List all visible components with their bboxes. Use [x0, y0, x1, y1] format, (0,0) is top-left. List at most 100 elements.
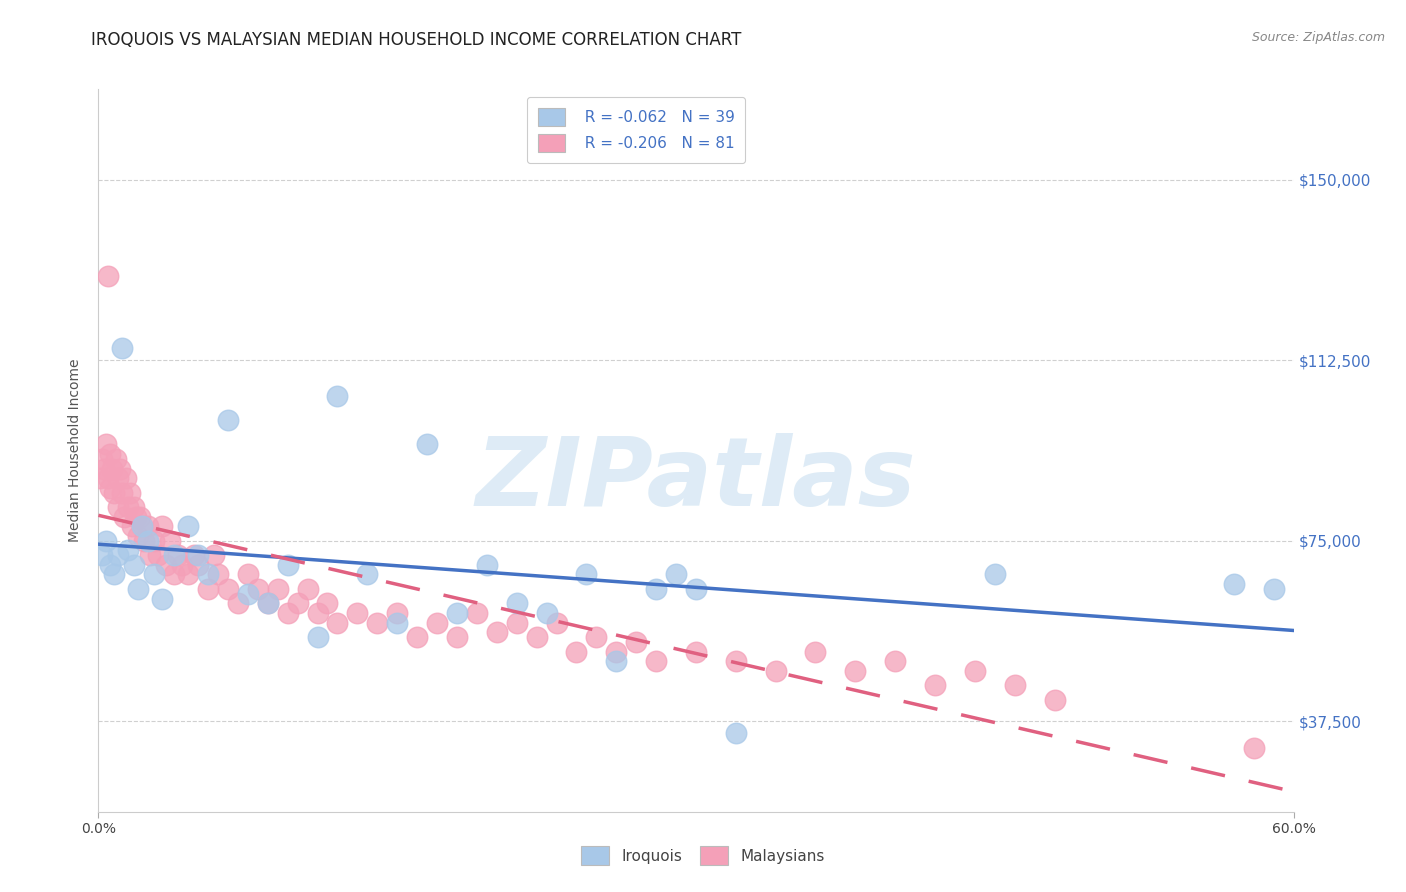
Point [97, 471, 120, 485]
Point [1043, 692, 1066, 706]
Point [236, 587, 259, 601]
Point [307, 630, 329, 644]
Point [307, 606, 329, 620]
Point [565, 644, 588, 658]
Point [416, 437, 439, 451]
Point [163, 567, 186, 582]
Point [103, 485, 125, 500]
Point [326, 615, 349, 630]
Point [236, 567, 259, 582]
Point [366, 615, 388, 630]
Point [546, 615, 568, 630]
Point [724, 726, 747, 740]
Point [98, 447, 122, 461]
Point [685, 582, 707, 596]
Point [277, 558, 299, 572]
Point [105, 451, 128, 466]
Point [110, 461, 132, 475]
Point [1263, 582, 1285, 596]
Point [1223, 577, 1246, 591]
Point [131, 519, 153, 533]
Point [101, 461, 124, 475]
Point [150, 591, 173, 606]
Point [117, 500, 139, 514]
Point [385, 615, 409, 630]
Point [111, 341, 134, 355]
Point [765, 664, 787, 678]
Point [111, 485, 134, 500]
Point [150, 519, 173, 533]
Point [136, 533, 159, 548]
Point [120, 485, 142, 500]
Point [143, 567, 166, 582]
Point [125, 509, 148, 524]
Point [96, 437, 118, 451]
Point [506, 596, 529, 610]
Point [177, 519, 200, 533]
Point [131, 519, 153, 533]
Point [98, 481, 122, 495]
Point [91, 451, 114, 466]
Point [121, 519, 143, 533]
Point [148, 548, 170, 562]
Point [297, 582, 319, 596]
Point [124, 500, 146, 514]
Point [406, 630, 429, 644]
Point [724, 654, 747, 668]
Point [1243, 740, 1265, 755]
Point [277, 606, 299, 620]
Point [356, 567, 378, 582]
Point [575, 567, 598, 582]
Point [645, 582, 668, 596]
Point [155, 558, 177, 572]
Point [163, 548, 186, 562]
Point [536, 606, 558, 620]
Point [98, 558, 122, 572]
Text: IROQUOIS VS MALAYSIAN MEDIAN HOUSEHOLD INCOME CORRELATION CHART: IROQUOIS VS MALAYSIAN MEDIAN HOUSEHOLD I… [91, 31, 742, 49]
Point [924, 678, 946, 692]
Point [107, 500, 129, 514]
Point [183, 548, 205, 562]
Point [187, 548, 209, 562]
Point [465, 606, 488, 620]
Point [129, 509, 152, 524]
Point [316, 596, 339, 610]
Point [485, 625, 508, 640]
Point [267, 582, 290, 596]
Point [202, 548, 225, 562]
Point [217, 413, 239, 427]
Point [207, 567, 229, 582]
Point [115, 471, 138, 485]
Point [197, 567, 219, 582]
Point [112, 509, 135, 524]
Point [804, 644, 827, 658]
Point [97, 268, 120, 283]
Point [326, 389, 349, 403]
Point [177, 567, 200, 582]
Point [117, 543, 139, 558]
Point [585, 630, 607, 644]
Point [1004, 678, 1026, 692]
Point [89, 471, 111, 485]
Point [256, 596, 278, 610]
Point [107, 548, 129, 562]
Point [506, 615, 529, 630]
Point [103, 567, 125, 582]
Point [167, 548, 190, 562]
Point [665, 567, 688, 582]
Point [526, 630, 548, 644]
Point [197, 582, 219, 596]
Legend: Iroquois, Malaysians: Iroquois, Malaysians [575, 840, 831, 871]
Point [136, 519, 159, 533]
Point [127, 529, 149, 543]
Point [626, 635, 648, 649]
Point [96, 533, 118, 548]
Text: Source: ZipAtlas.com: Source: ZipAtlas.com [1251, 31, 1385, 45]
Point [605, 654, 627, 668]
Point [187, 558, 209, 572]
Point [446, 630, 468, 644]
Point [159, 533, 181, 548]
Point [685, 644, 707, 658]
Point [139, 548, 162, 562]
Point [446, 606, 468, 620]
